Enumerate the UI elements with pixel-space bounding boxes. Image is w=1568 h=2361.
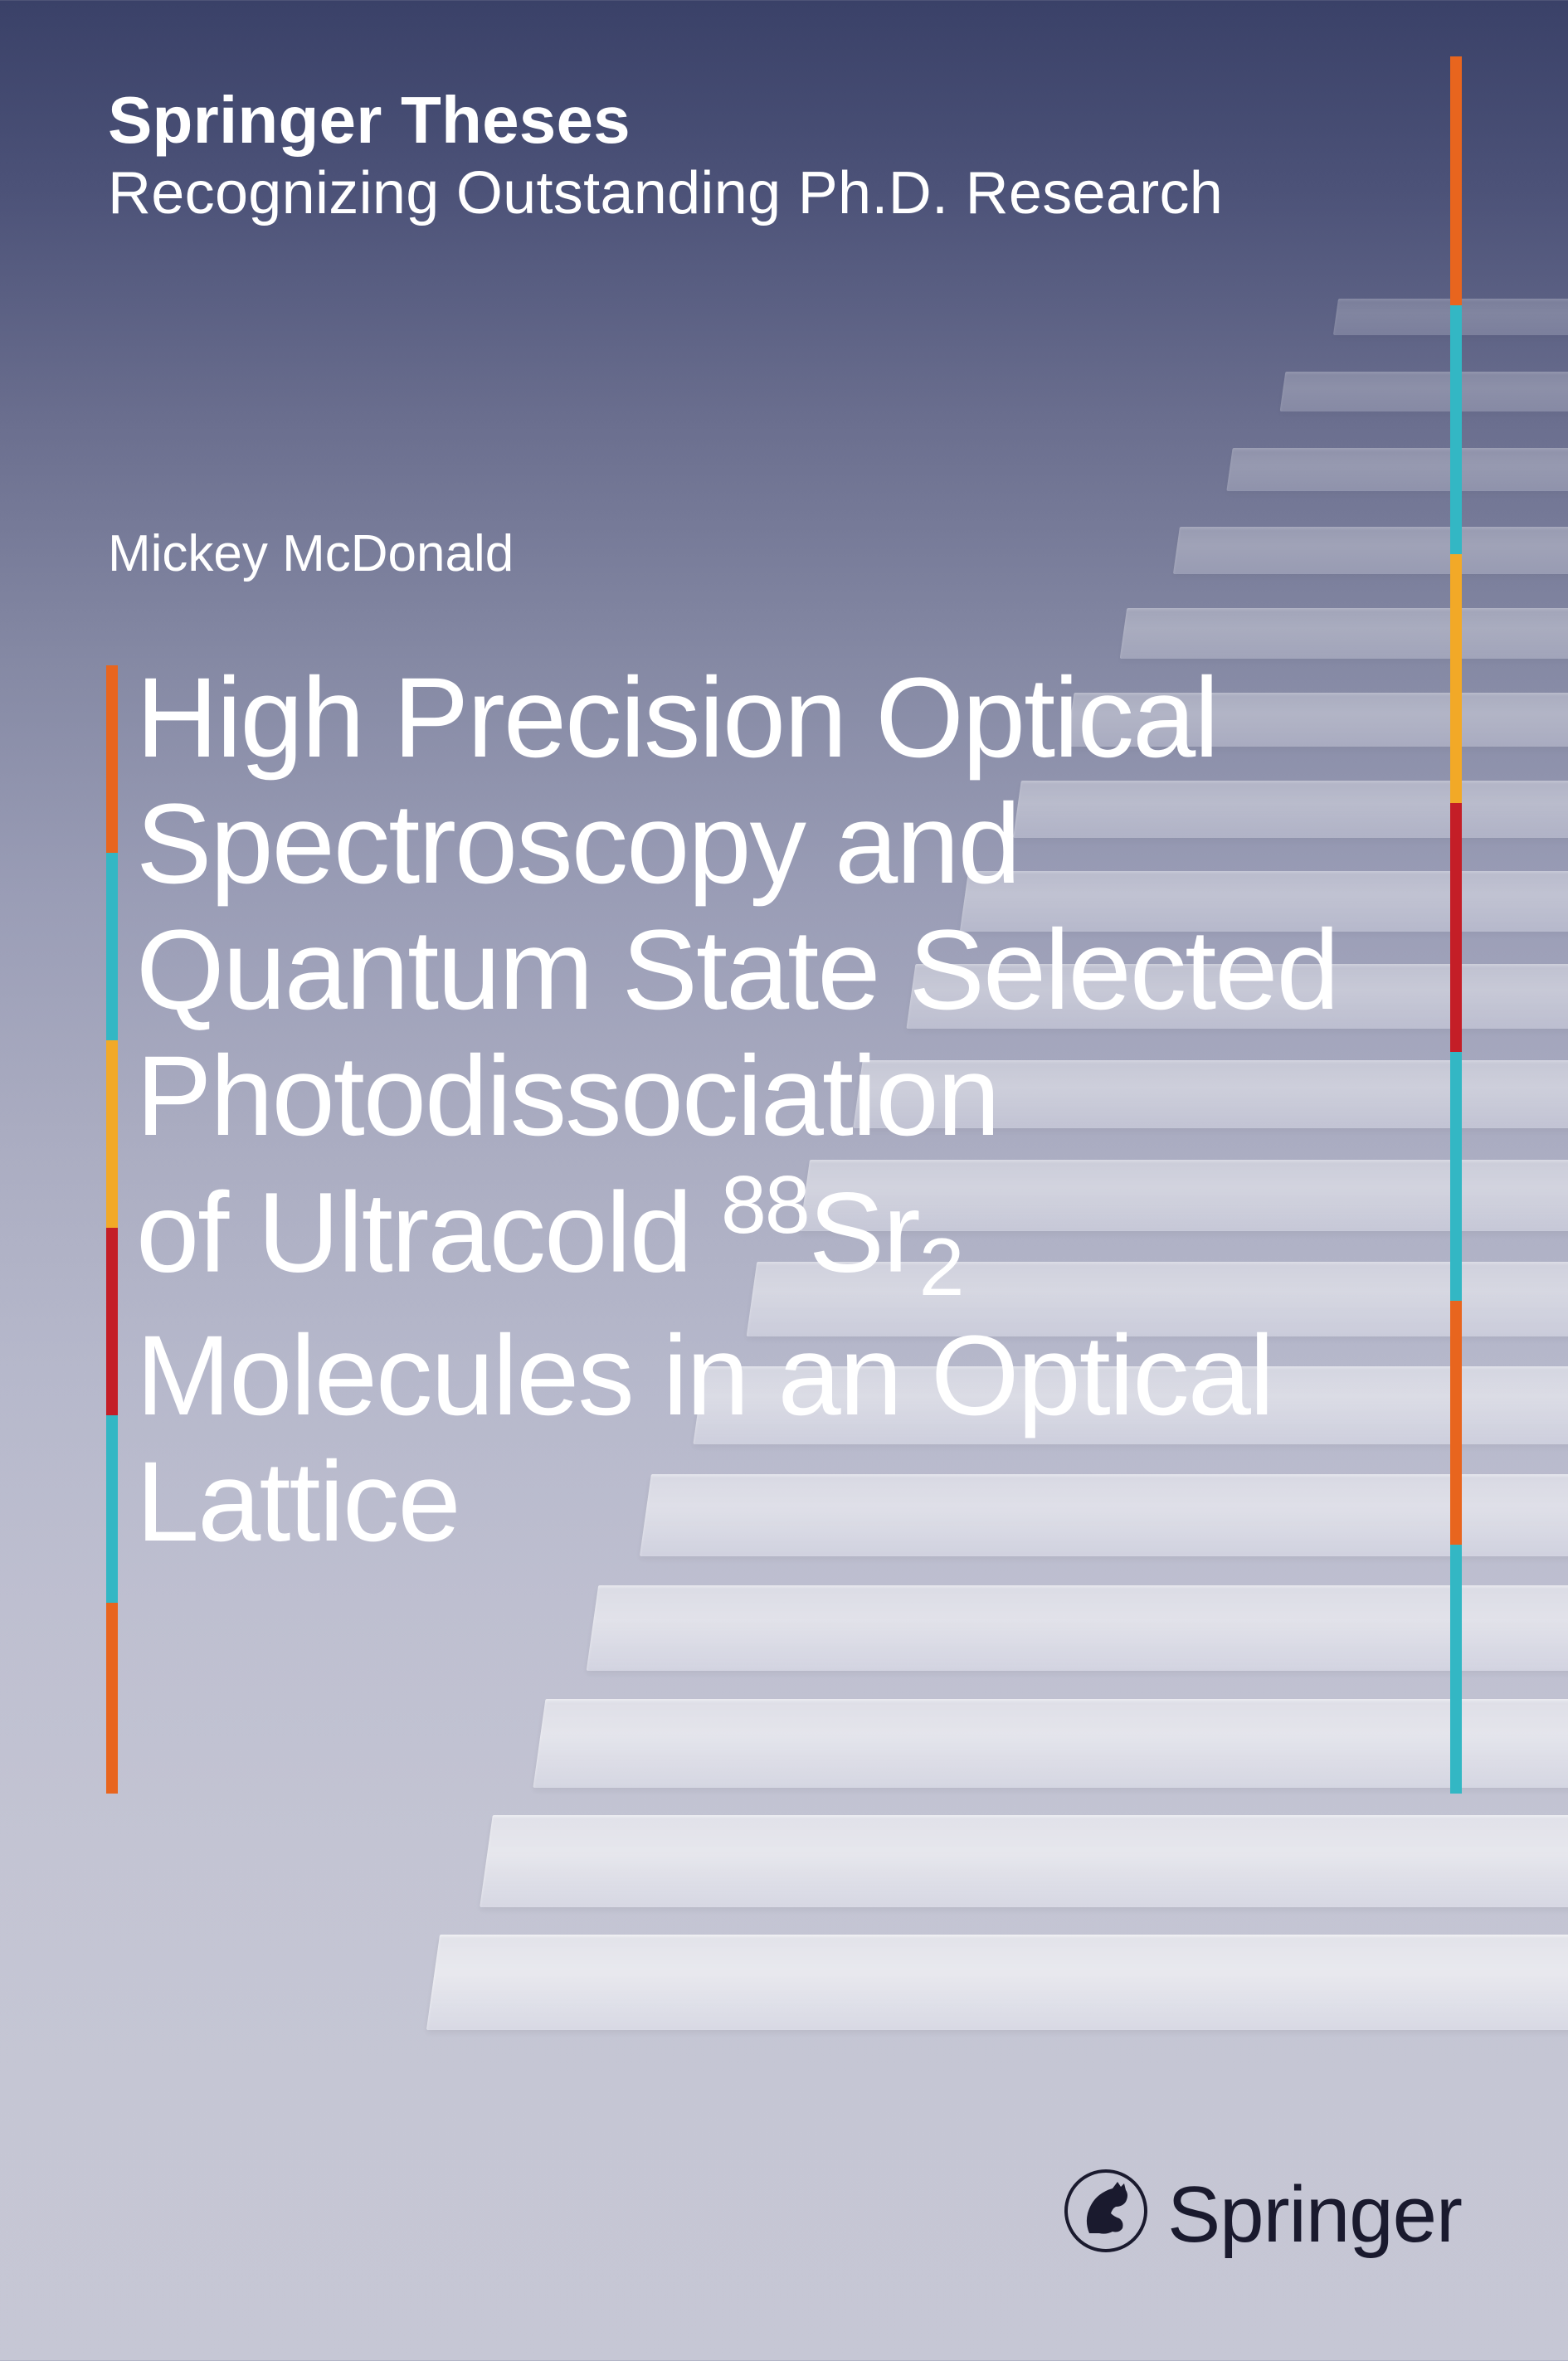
publisher-name: Springer — [1167, 2169, 1462, 2261]
title-block: High Precision OpticalSpectroscopy andQu… — [108, 655, 1460, 1565]
series-title: Springer Theses — [108, 87, 1223, 153]
book-title: High Precision OpticalSpectroscopy andQu… — [108, 655, 1460, 1565]
springer-horse-icon — [1064, 2165, 1147, 2265]
author-name: Mickey McDonald — [108, 524, 514, 583]
publisher-block: Springer — [1064, 2165, 1462, 2265]
series-block: Springer Theses Recognizing Outstanding … — [108, 87, 1223, 223]
series-subtitle: Recognizing Outstanding Ph.D. Research — [108, 163, 1223, 223]
